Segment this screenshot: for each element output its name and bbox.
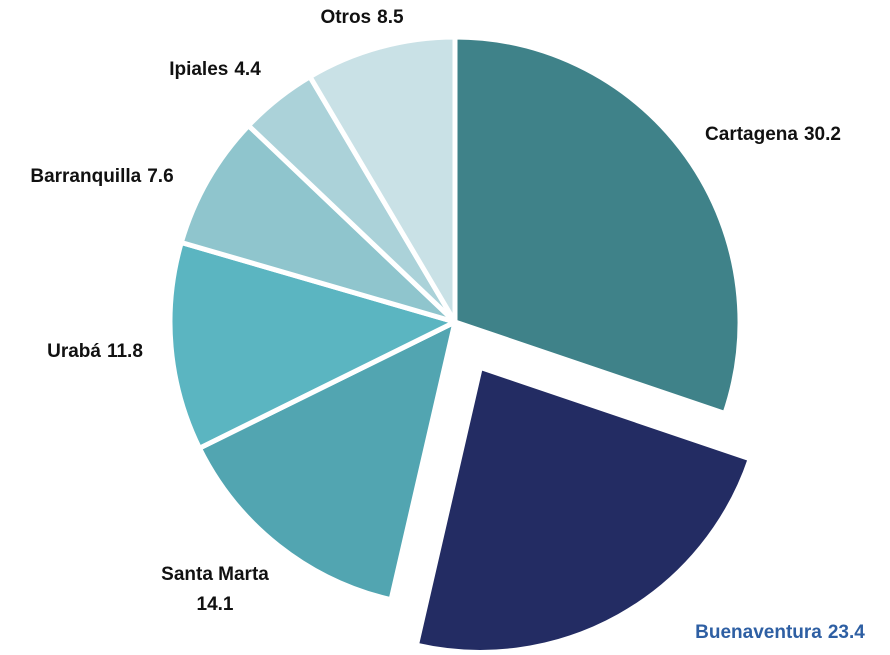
pie-slice [167, 239, 458, 451]
pie-slice [413, 364, 753, 655]
slice-label: Barranquilla 7.6 [30, 166, 173, 187]
pie-slice [452, 34, 743, 416]
slice-label-name: Ipiales [169, 59, 228, 80]
slice-label: Otros 8.5 [320, 7, 404, 28]
pie-slice [307, 34, 458, 325]
slice-label-name: Cartagena [705, 124, 798, 145]
slice-label-value: 14.1 [197, 594, 234, 615]
slice-label-name: Buenaventura [695, 622, 822, 643]
pie-slice [178, 123, 458, 325]
slice-label-name: Santa Marta [161, 564, 269, 585]
slice-label-value: 11.8 [107, 341, 143, 362]
slice-label-value: 8.5 [377, 7, 404, 28]
slice-label: Cartagena 30.2 [705, 124, 841, 145]
slice-label-name: Barranquilla [30, 166, 141, 187]
slice-label-value: 7.6 [147, 166, 173, 187]
slice-label-name: Urabá [47, 341, 101, 362]
slice-label-name: Otros [320, 7, 371, 28]
slice-label: Ipiales 4.4 [169, 59, 261, 80]
slice-label-value: 4.4 [234, 59, 261, 80]
pie-slice [196, 319, 458, 603]
slice-label-value: 30.2 [804, 124, 841, 145]
slice-label: Buenaventura 23.4 [695, 622, 865, 643]
slice-label: Urabá 11.8 [47, 341, 143, 362]
slice-label-value: 23.4 [828, 622, 865, 643]
slice-label: Santa Marta 14.1 [161, 564, 269, 615]
